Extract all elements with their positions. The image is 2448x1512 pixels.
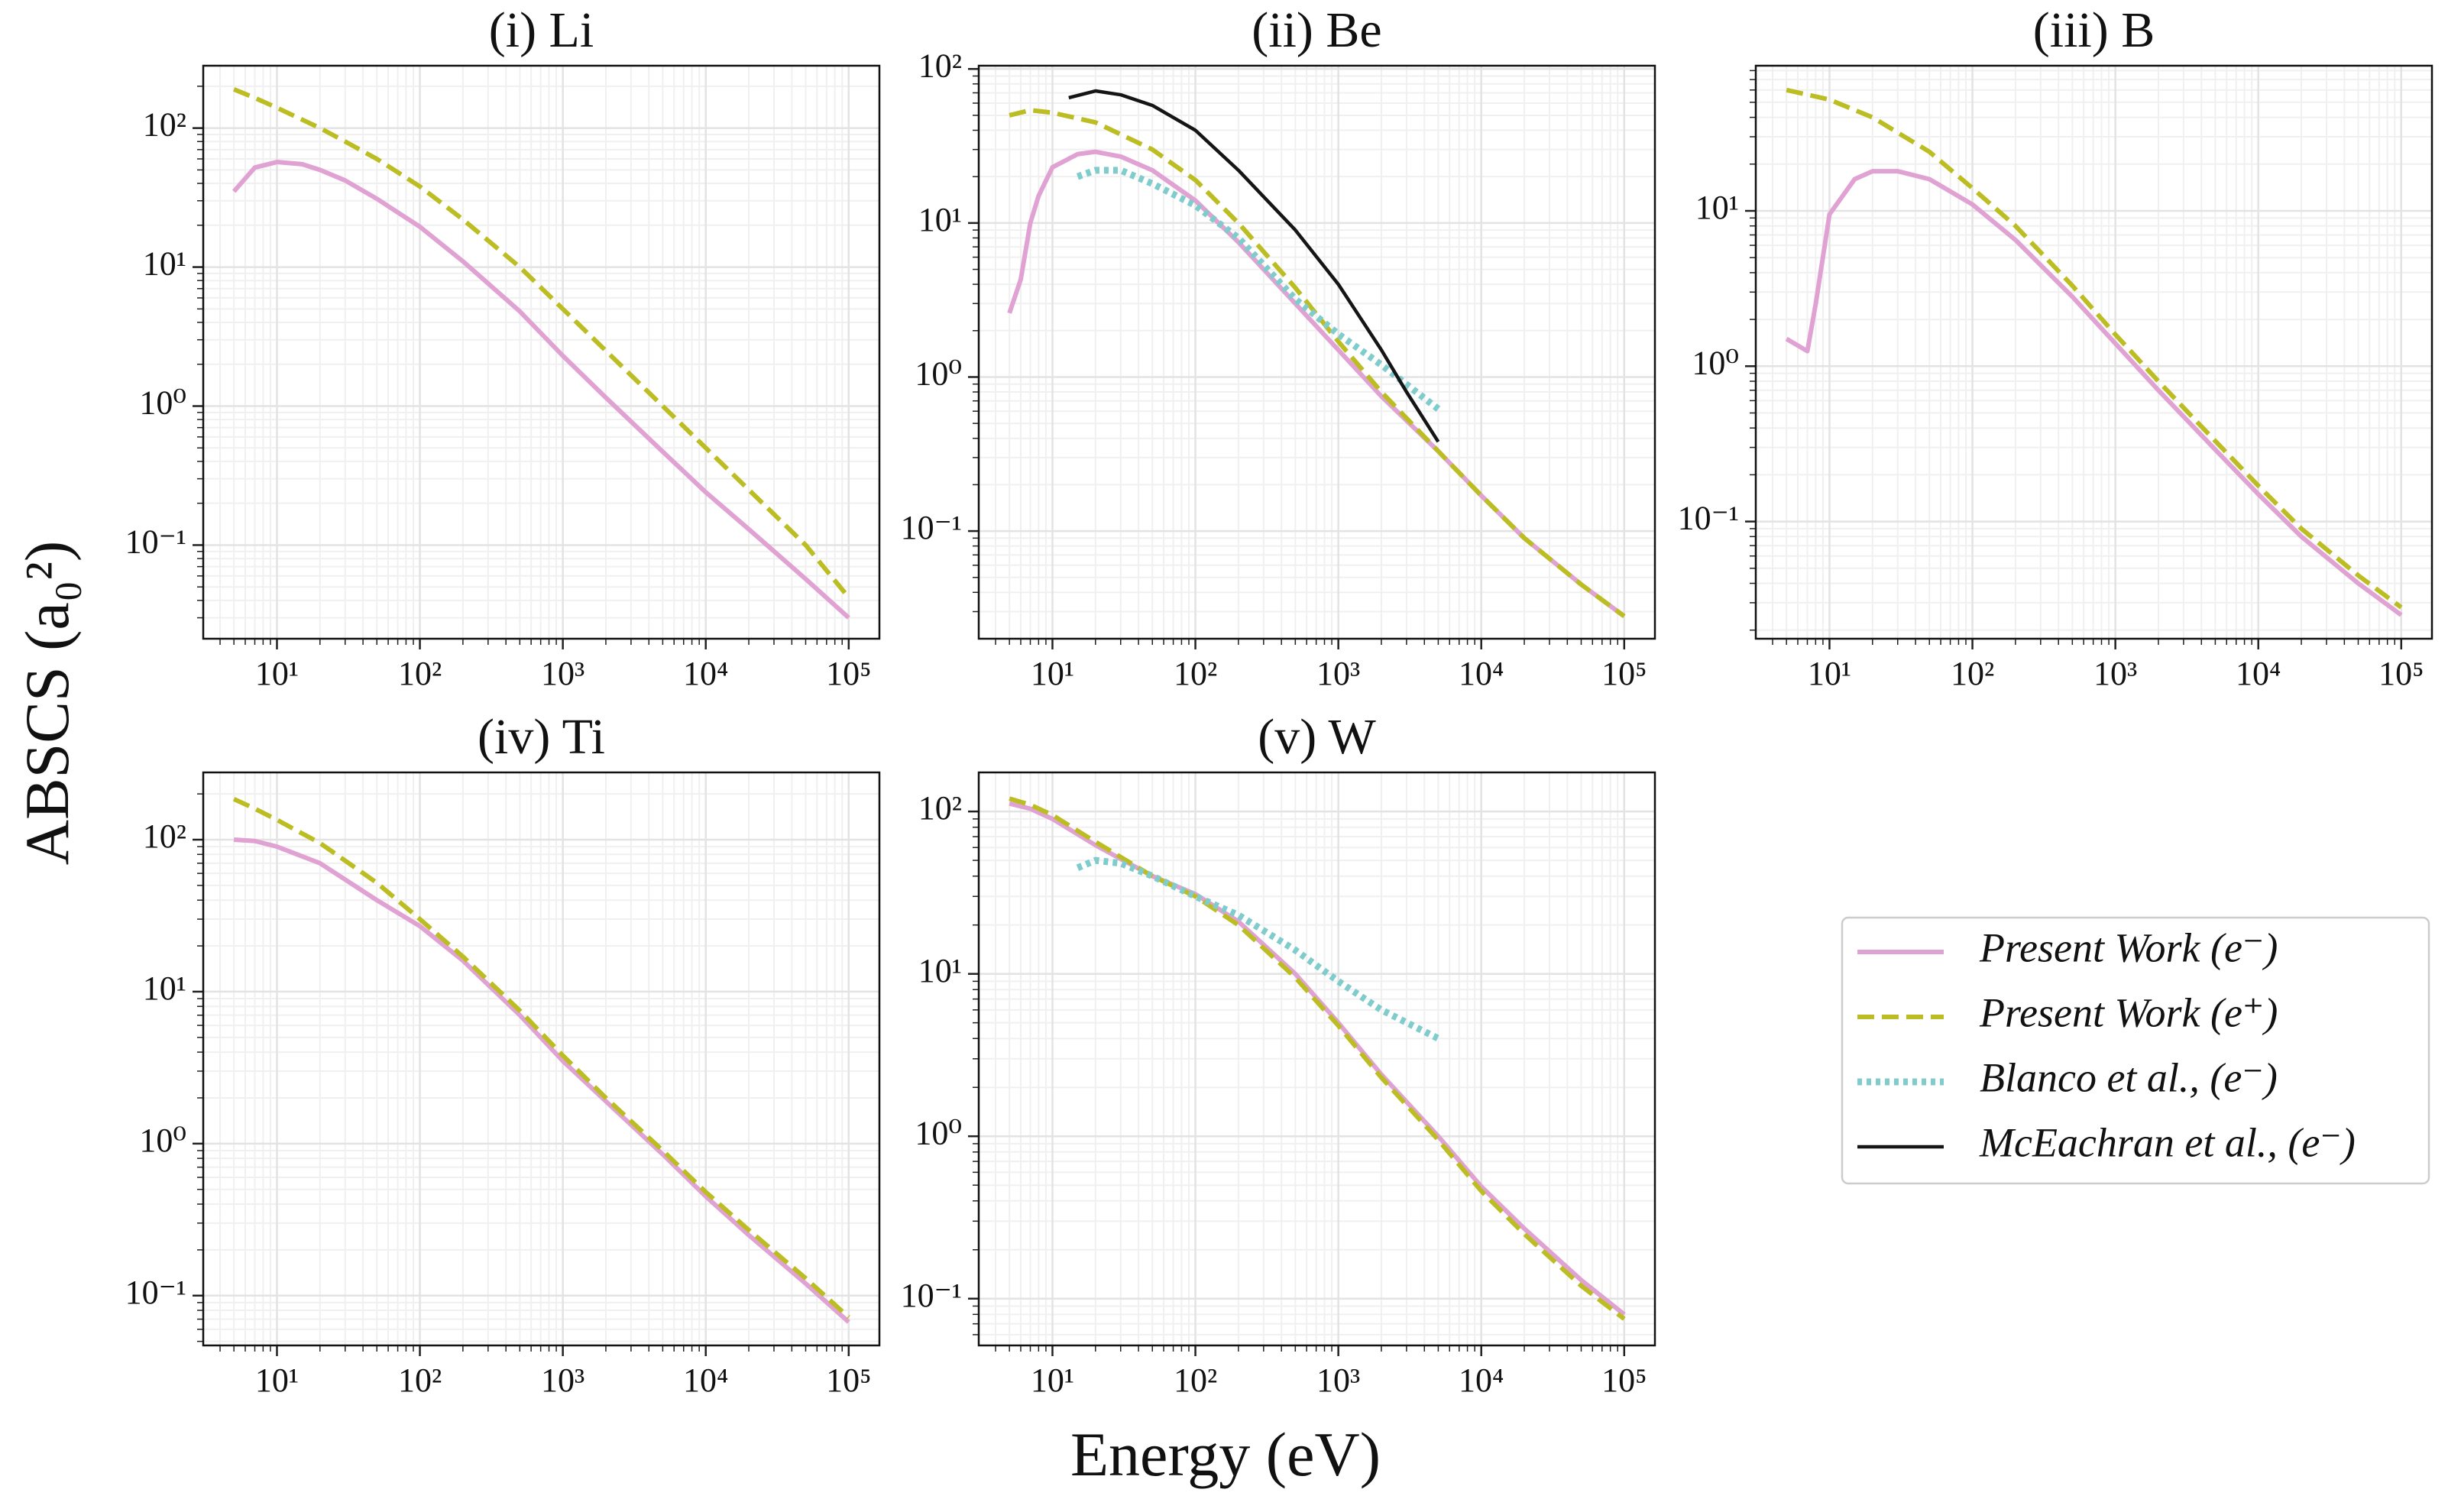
axes-frame [202, 771, 881, 1347]
legend-label: Present Work (e⁺) [1979, 989, 2278, 1035]
y-tick-label: 10⁻¹ [125, 523, 186, 561]
y-tick-label: 10² [143, 818, 186, 855]
subplot-title: (v) W [1258, 709, 1376, 765]
x-tick-label: 10⁵ [1601, 1361, 1647, 1399]
y-tick-label: 10² [918, 47, 962, 84]
subplot: 10¹ 10² 10³ 10⁴ 10⁵ 10⁻¹ 10⁰ 10¹ 10² (v) W [901, 709, 1656, 1399]
y-tick-label: 10⁻¹ [1678, 500, 1739, 537]
legend-box [1841, 916, 2430, 1185]
y-tick-label: 10⁰ [139, 384, 186, 422]
axes-frame [977, 64, 1656, 640]
data-line [232, 160, 850, 620]
axes-frame [202, 64, 881, 640]
data-line [1007, 149, 1626, 618]
data-line [1009, 108, 1626, 618]
x-tick-label: 10³ [1316, 1361, 1360, 1399]
x-tick-label: 10² [398, 655, 442, 692]
x-tick-label: 10² [1951, 655, 1994, 692]
x-tick-label: 10⁵ [826, 1361, 871, 1399]
x-tick-label: 10¹ [255, 1361, 299, 1399]
subplot-title: (i) Li [489, 2, 594, 58]
x-tick-label: 10³ [541, 655, 584, 692]
legend-label: McEachran et al., (e⁻) [1979, 1119, 2356, 1165]
y-tick-label: 10⁰ [1692, 344, 1739, 381]
x-tick-label: 10⁵ [2378, 655, 2424, 692]
x-tick-label: 10² [1174, 1361, 1217, 1399]
y-tick-label: 10⁻¹ [901, 509, 962, 546]
x-tick-label: 10¹ [1031, 1361, 1074, 1399]
data-line [1786, 87, 2403, 610]
x-tick-label: 10⁴ [1459, 1361, 1504, 1399]
data-line [1009, 801, 1626, 1316]
legend: Present Work (e⁻) Present Work (e⁺) Blanco… [1841, 916, 2430, 1185]
subplot: 10¹ 10² 10³ 10⁴ 10⁵ 10⁻¹ 10⁰ 10¹ 10² (ii) Be [901, 2, 1656, 692]
data-line [1076, 856, 1440, 1042]
y-tick-label: 10⁻¹ [901, 1277, 962, 1314]
x-tick-label: 10¹ [1031, 655, 1074, 692]
x-tick-label: 10² [398, 1361, 442, 1399]
subplot-title: (iii) B [2033, 2, 2155, 58]
legend-label: Present Work (e⁻) [1979, 924, 2278, 970]
x-tick-label: 10⁵ [826, 655, 871, 692]
y-tick-label: 10⁰ [915, 355, 962, 393]
x-tick-label: 10³ [541, 1361, 584, 1399]
x-tick-label: 10³ [2093, 655, 2137, 692]
subplot: 10¹ 10² 10³ 10⁴ 10⁵ 10⁻¹ 10⁰ 10¹ 10² (iv) Ti [125, 709, 881, 1399]
y-tick-label: 10¹ [143, 245, 186, 283]
y-tick-label: 10¹ [143, 970, 186, 1007]
data-line [1068, 89, 1440, 443]
y-tick-label: 10² [143, 106, 186, 144]
y-tick-label: 10¹ [918, 201, 962, 238]
axes-frame [977, 771, 1656, 1347]
data-line [233, 837, 850, 1324]
data-line [1009, 796, 1626, 1321]
x-axis-label: Energy (eV) [1070, 1420, 1381, 1489]
axes-frame [1754, 64, 2433, 640]
y-tick-label: 10⁰ [915, 1114, 962, 1151]
data-line [233, 87, 851, 599]
x-tick-label: 10⁴ [1459, 655, 1504, 692]
y-tick-label: 10¹ [918, 952, 962, 989]
x-tick-label: 10¹ [255, 655, 299, 692]
y-tick-label: 10⁻¹ [125, 1274, 186, 1311]
y-tick-label: 10⁰ [139, 1122, 186, 1159]
subplot: 10¹ 10² 10³ 10⁴ 10⁵ 10⁻¹ 10⁰ 10¹ (iii) B [1678, 2, 2433, 692]
x-tick-label: 10⁴ [2236, 655, 2281, 692]
subplot: 10¹ 10² 10³ 10⁴ 10⁵ 10⁻¹ 10⁰ 10¹ 10² (i) Li [125, 2, 881, 692]
legend-label: Blanco et al., (e⁻) [1980, 1054, 2278, 1100]
y-tick-label: 10¹ [1695, 189, 1739, 226]
y-axis-label: ABSCS (a₀²) [12, 541, 82, 866]
subplot-title: (iv) Ti [478, 709, 605, 765]
subplot-title: (ii) Be [1252, 2, 1381, 58]
x-tick-label: 10⁴ [683, 655, 728, 692]
x-tick-label: 10⁵ [1601, 655, 1647, 692]
x-tick-label: 10² [1174, 655, 1217, 692]
x-tick-label: 10¹ [1808, 655, 1851, 692]
data-line [1785, 169, 2403, 617]
x-tick-label: 10⁴ [683, 1361, 728, 1399]
data-line [1076, 167, 1441, 412]
y-tick-label: 10² [918, 789, 962, 827]
x-tick-label: 10³ [1316, 655, 1360, 692]
data-line [232, 797, 850, 1319]
